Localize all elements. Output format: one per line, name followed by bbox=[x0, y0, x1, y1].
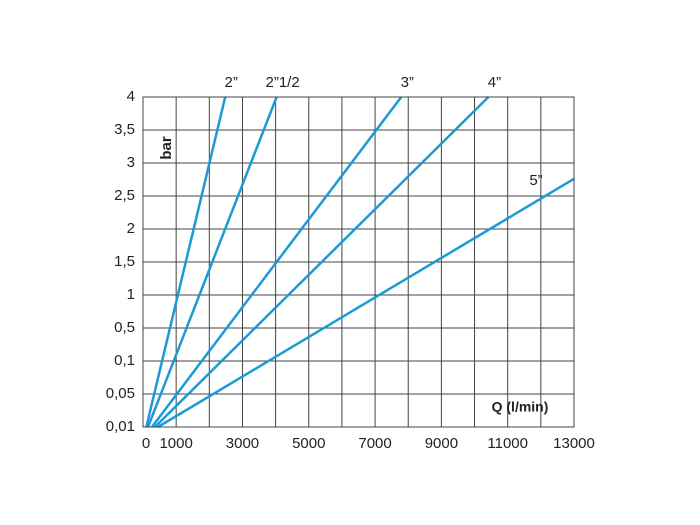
x-tick-label: 5000 bbox=[292, 435, 325, 452]
series-label: 5” bbox=[529, 172, 542, 189]
line-series bbox=[145, 96, 227, 428]
y-tick-label: 0,1 bbox=[114, 352, 135, 369]
x-tick-label: 11000 bbox=[487, 435, 528, 452]
series-label: 4” bbox=[488, 74, 501, 91]
x-tick-label: 1000 bbox=[159, 435, 192, 452]
x-tick-label: 9000 bbox=[425, 435, 458, 452]
x-axis-label: Q (l/min) bbox=[492, 399, 549, 415]
y-tick-label: 0,01 bbox=[106, 418, 135, 435]
y-tick-label: 1 bbox=[127, 286, 135, 303]
y-tick-label: 0,5 bbox=[114, 319, 135, 336]
line-series bbox=[154, 96, 490, 428]
y-tick-label: 4 bbox=[127, 88, 135, 105]
x-tick-label: 13000 bbox=[553, 435, 595, 452]
y-tick-label: 2,5 bbox=[114, 187, 135, 204]
grid: 0,01 0,05 0,1 0,5 1 1,5 2 2,5 3 3,5 4 0 1000 3000 5000… bbox=[106, 88, 595, 452]
y-tick-label: 2 bbox=[127, 220, 135, 237]
y-tick-label: 3,5 bbox=[114, 121, 135, 138]
x-tick-label: 0 bbox=[142, 435, 150, 452]
x-tick-label: 3000 bbox=[226, 435, 259, 452]
x-tick-label: 7000 bbox=[358, 435, 391, 452]
y-tick-label: 3 bbox=[127, 154, 135, 171]
line-series bbox=[157, 177, 575, 429]
y-tick-label: 0,05 bbox=[106, 385, 135, 402]
series-label: 3” bbox=[401, 74, 414, 91]
line-series bbox=[146, 96, 278, 428]
y-axis-label: bar bbox=[158, 136, 175, 160]
series-label: 2”1/2 bbox=[266, 74, 300, 91]
series-label: 2” bbox=[225, 74, 238, 91]
y-tick-label: 1,5 bbox=[114, 253, 135, 270]
line-series bbox=[150, 96, 403, 428]
plot-border bbox=[142, 96, 575, 428]
